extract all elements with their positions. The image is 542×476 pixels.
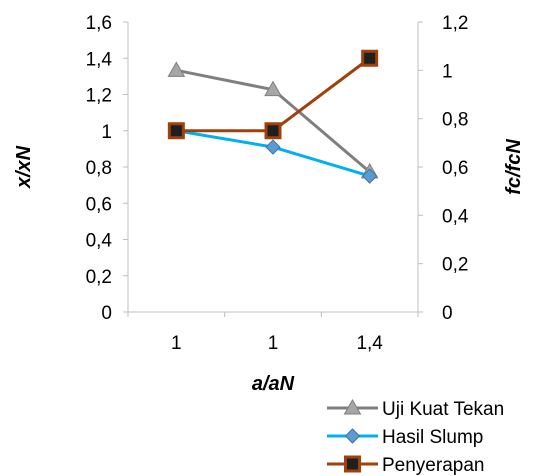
y-right-tick-label: 1,2 [442,13,468,34]
y-left-tick-label: 1,6 [86,13,112,34]
series-penyerapan [167,49,379,140]
legend-label: Hasil Slump [382,427,483,448]
x-axis-title: a/aN [252,373,295,395]
data-point [264,80,282,97]
legend-marker [343,398,362,415]
data-point [361,49,379,67]
y-right-tick-label: 0,2 [442,255,468,276]
x-tick-label: 1 [268,333,279,354]
axes: 0 0,2 0,4 0,6 0,8 1 1,2 1,4 1,6 0 0,2 0,4 0,6 0,8 1 1,2… [86,13,469,354]
series-uji-kuat-tekan [167,61,379,179]
y-left-tick-label: 0 [101,303,112,324]
x-tick-label: 1 [171,333,182,354]
y-left-tick-label: 1,4 [86,49,113,70]
legend-label: Penyerapan [382,455,484,476]
y-left-tick-label: 0,4 [86,231,113,252]
data-point [167,61,186,77]
y-right-tick-label: 1 [442,61,453,82]
data-point [361,168,378,184]
legend: Uji Kuat Tekan Hasil Slump Penyerapan [327,398,504,476]
y-left-tick-label: 1,2 [86,86,112,107]
legend-item: Uji Kuat Tekan [327,398,504,420]
legend-label: Uji Kuat Tekan [382,399,504,420]
legend-item: Penyerapan [327,455,484,476]
y-left-tick-label: 0,2 [86,267,112,288]
legend-marker [344,455,361,473]
y-right-tick-label: 0,4 [442,206,469,227]
data-point [167,122,185,140]
y-axis-right-title: fc/fcN [503,139,525,195]
y-left-tick-label: 0,8 [86,158,112,179]
y-right-tick-label: 0 [442,303,453,324]
data-point [265,139,281,155]
data-point [264,122,282,140]
x-tick-label: 1,4 [356,333,383,354]
y-axis-left-title: x/xN [13,145,35,189]
series-layer [167,49,379,184]
y-right-tick-label: 0,8 [442,110,468,131]
legend-item: Hasil Slump [327,427,483,448]
y-left-tick-label: 0,6 [86,194,112,215]
legend-marker [344,428,361,444]
y-right-tick-label: 0,6 [442,158,468,179]
y-left-tick-label: 1 [101,122,112,143]
